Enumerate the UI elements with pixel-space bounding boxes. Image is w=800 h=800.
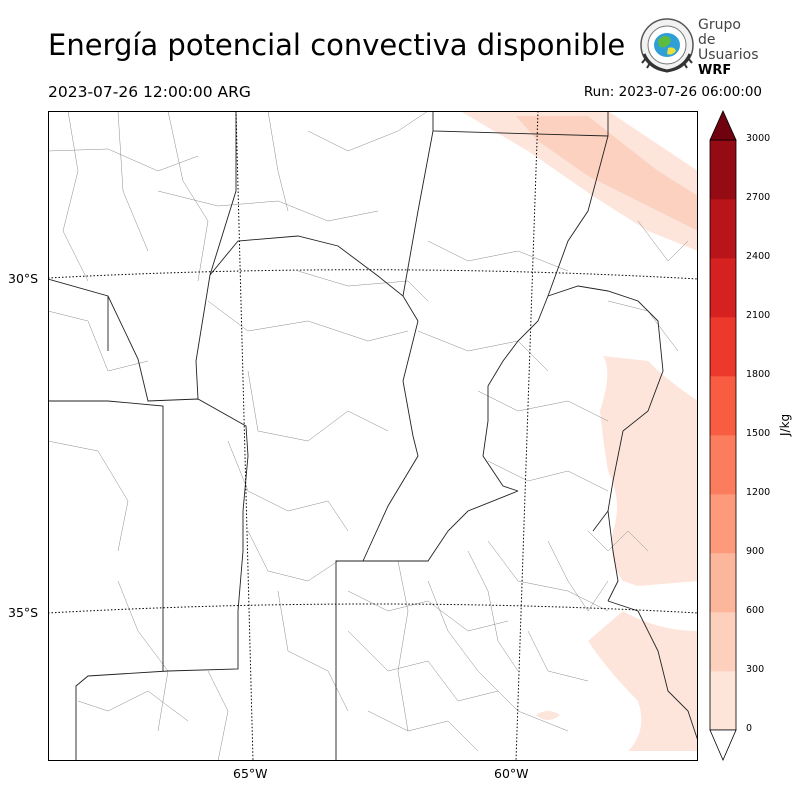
colorbar-tick-label: 0 — [746, 723, 753, 734]
colorbar-tick-label: 300 — [746, 664, 765, 675]
colorbar-tick-label: 1500 — [746, 428, 771, 439]
colorbar-tick-label: 900 — [746, 546, 765, 557]
run-time: Run: 2023-07-26 06:00:00 — [583, 84, 762, 100]
globe-seal-icon — [640, 18, 694, 73]
colorbar — [709, 110, 737, 762]
colorbar-segment — [710, 140, 736, 200]
colorbar-segment — [710, 376, 736, 436]
logo-text-line1: Grupo de — [698, 17, 741, 48]
cape-area-coast — [588, 611, 698, 751]
cape-shading — [460, 111, 698, 751]
colorbar-segment — [710, 612, 736, 672]
cape-area-northeast — [460, 111, 698, 251]
valid-time: 2023-07-26 12:00:00 ARG — [48, 83, 251, 101]
colorbar-unit: J/kg — [778, 413, 792, 436]
colorbar-segment — [710, 671, 736, 731]
logo-text-line2: Usuarios — [698, 47, 759, 63]
graticule-lat-35s — [48, 603, 698, 614]
colorbar-tick-label: 2100 — [746, 310, 771, 321]
colorbar-segment — [710, 199, 736, 259]
colorbar-tick-label: 600 — [746, 605, 765, 616]
lat-label-35s: 35°S — [8, 605, 39, 620]
graticule — [48, 111, 698, 761]
department-borders — [48, 111, 689, 761]
colorbar-segment — [710, 553, 736, 613]
colorbar-segment — [710, 258, 736, 318]
map-panel — [48, 111, 698, 761]
lat-label-30s: 30°S — [8, 271, 39, 286]
cape-area-northeast-300 — [516, 116, 698, 231]
cape-map — [48, 111, 698, 761]
cape-area-spot — [536, 711, 560, 720]
colorbar-tick-label: 3000 — [746, 133, 771, 144]
map-frame-border — [48, 111, 698, 761]
lon-label-65w: 65°W — [233, 766, 268, 781]
colorbar-segment — [710, 494, 736, 554]
colorbar-tick-label: 1800 — [746, 369, 771, 380]
colorbar-tick-label: 1200 — [746, 487, 771, 498]
colorbar-tick-label: 2400 — [746, 251, 771, 262]
colorbar-extend-top — [709, 110, 737, 141]
logo-text-line3: WRF — [698, 63, 732, 78]
grupo-usuarios-wrf-logo: Grupo de Usuarios WRF — [638, 16, 762, 78]
map-title: Energía potencial convectiva disponible — [48, 28, 626, 62]
cape-area-east — [600, 356, 698, 586]
colorbar-tick-label: 2700 — [746, 192, 771, 203]
colorbar-segment — [710, 317, 736, 377]
graticule-lat-30s — [48, 269, 698, 280]
colorbar-segment — [710, 435, 736, 495]
colorbar-extend-bottom — [709, 729, 737, 762]
lon-label-60w: 60°W — [494, 766, 529, 781]
